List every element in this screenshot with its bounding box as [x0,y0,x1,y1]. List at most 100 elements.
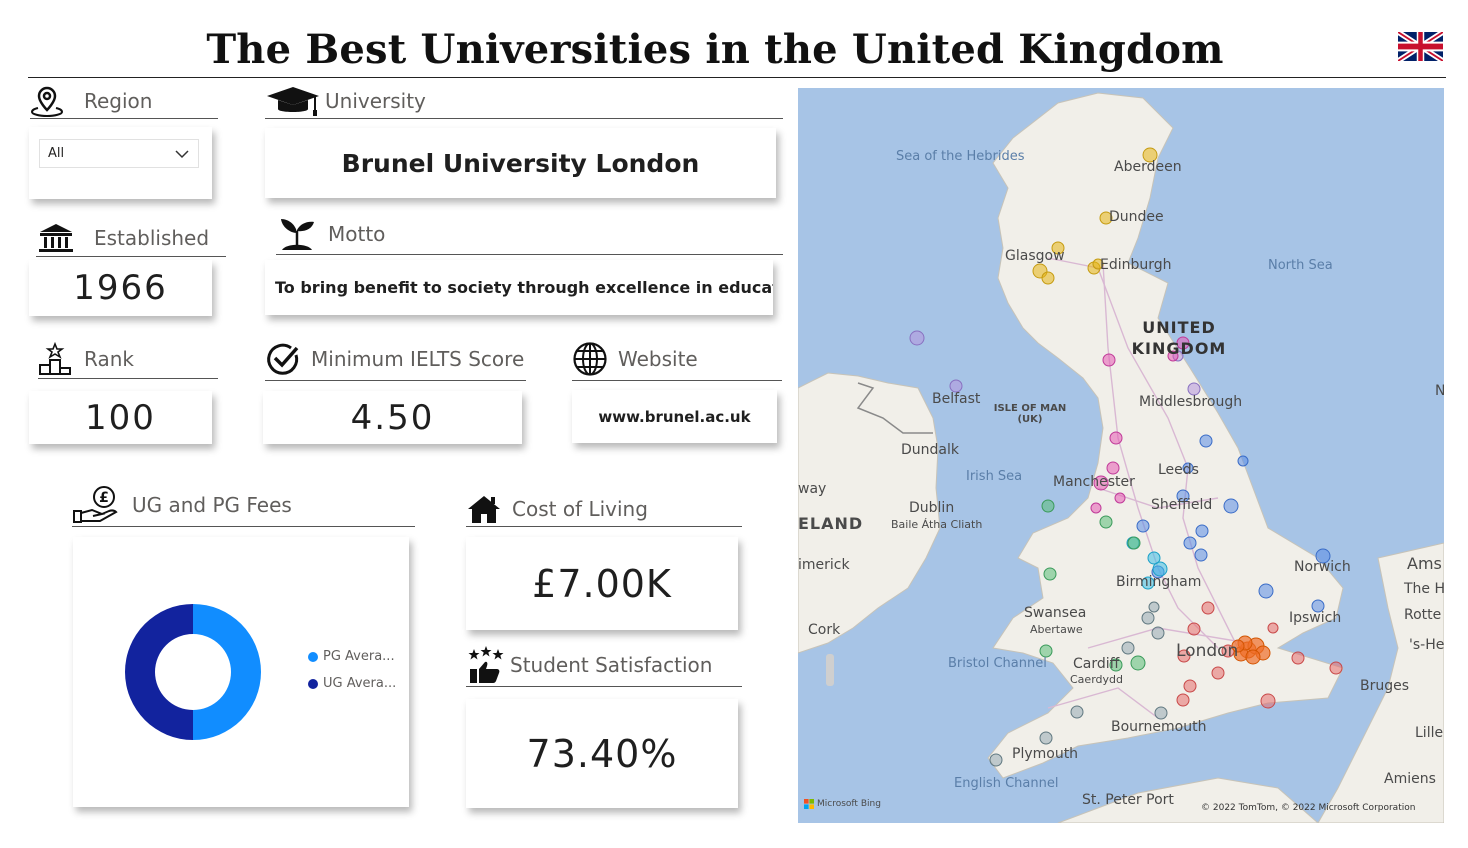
microsoft-logo-icon [804,799,814,809]
legend-dot-pg [308,651,318,662]
ielts-header: Minimum IELTS Score [265,338,526,381]
location-pin-icon [30,86,64,117]
map-label-manchester: Manchester [1053,474,1135,490]
map-label-caerdydd: Caerdydd [1070,673,1123,686]
map-label-aberdeen: Aberdeen [1114,159,1182,175]
map-label-n: N [1435,383,1444,399]
region-label: Region [84,89,153,113]
university-label: University [325,89,426,113]
region-dropdown[interactable]: All [39,139,199,168]
map-label-dublin: Dublin [909,500,955,516]
bing-label: Microsoft Bing [817,799,881,809]
map-label-irish-sea: Irish Sea [966,469,1023,484]
map-label-rotte: Rotte [1404,607,1442,623]
uk-map[interactable]: Sea of the Hebrides Aberdeen Dundee Glas… [798,88,1444,823]
legend-label-ug: UG Avera... [323,676,397,691]
website-header: Website [572,338,782,381]
bing-logo: Microsoft Bing [804,799,881,809]
fees-chart-card: PG Avera... UG Avera... [73,537,409,807]
fees-label: UG and PG Fees [132,493,292,517]
motto-label: Motto [328,222,386,246]
website-label: Website [618,347,698,371]
page-title: The Best Universities in the United King… [206,26,1224,73]
graduation-cap-icon [267,87,319,116]
map-label-belfast: Belfast [932,391,981,407]
donut-slice-pg[interactable] [193,604,261,740]
cost-value: £7.00K [532,561,672,606]
map-label-dundalk: Dundalk [901,442,959,458]
legend-item-ug[interactable]: UG Avera... [308,676,396,691]
title-divider [28,77,1446,78]
map-label-middlesbrough: Middlesbrough [1139,394,1243,410]
map-label-uk: UNITED KINGDOM [1131,318,1227,358]
chevron-down-icon [175,149,189,158]
map-copyright: © 2022 TomTom, © 2022 Microsoft Corporat… [1201,803,1416,813]
cost-label: Cost of Living [512,497,648,521]
university-markers[interactable] [909,147,1343,767]
podium-icon [39,342,71,375]
svg-text:£: £ [99,490,109,506]
map-label-cork: Cork [808,622,841,638]
uk-flag-icon [1398,32,1443,61]
map-label-birmingham: Birmingham [1116,574,1202,590]
university-value: Brunel University London [341,148,700,178]
map-label-sea-hebrides: Sea of the Hebrides [896,149,1025,164]
map-label-ipswich: Ipswich [1289,610,1342,626]
fees-header: £ UG and PG Fees [72,484,415,527]
house-icon [468,496,500,523]
fees-donut-chart [125,604,261,740]
cost-card: £7.00K [466,537,738,630]
established-label: Established [94,226,210,250]
motto-value: To bring benefit to society through exce… [275,278,773,297]
established-header: Established [36,220,226,257]
region-header: Region [30,84,218,119]
legend-dot-ug [308,678,318,689]
map-label-st-peter-port: St. Peter Port [1082,792,1174,808]
checkmark-circle-icon [267,343,299,375]
map-label-swansea: Swansea [1024,605,1087,621]
map-label-she: 's-He [1409,637,1444,653]
map-label-imerick: imerick [798,557,850,573]
university-header: University [265,84,783,119]
map-label-english-channel: English Channel [954,776,1059,791]
motto-card: To bring benefit to society through exce… [265,260,773,315]
map-label-isle-of-man: ISLE OF MAN (UK) [993,403,1067,425]
donut-slice-ug[interactable] [125,604,193,740]
website-card[interactable]: www.brunel.ac.uk [572,390,777,443]
rank-value: 100 [85,397,156,438]
map-basemap [798,92,1444,823]
legend-item-pg[interactable]: PG Avera... [308,649,396,664]
map-label-cardiff: Cardiff [1073,656,1120,672]
map-label-london: London [1176,641,1239,661]
stars-thumbs-up-icon [468,646,504,683]
ielts-value: 4.50 [350,397,435,438]
established-card: 1966 [29,260,212,316]
satisfaction-header: Student Satisfaction [466,644,742,687]
map-label-abertawe: Abertawe [1030,623,1083,636]
satisfaction-card: 73.40% [466,699,738,808]
map-label-bruges: Bruges [1360,678,1410,694]
map-label-dundee: Dundee [1109,209,1164,225]
map-label-eland: ELAND [798,514,864,533]
satisfaction-label: Student Satisfaction [510,653,713,677]
rank-header: Rank [38,340,218,379]
money-hand-icon: £ [73,486,118,523]
map-label-edinburgh: Edinburgh [1100,257,1172,273]
region-dropdown-value: All [48,146,65,161]
map-label-baile: Baile Átha Cliath [891,518,983,531]
institution-building-icon [39,224,73,252]
university-card[interactable]: Brunel University London [265,128,776,198]
map-label-bournemouth: Bournemouth [1111,719,1207,735]
map-label-lille: Lille [1415,725,1444,741]
rank-label: Rank [84,347,134,371]
fees-legend: PG Avera... UG Avera... [308,649,396,691]
map-label-north-sea: North Sea [1268,258,1333,273]
ielts-card: 4.50 [263,391,522,444]
map-label-the-h: The H [1404,581,1444,597]
website-link[interactable]: www.brunel.ac.uk [598,407,751,426]
map-label-way: way [798,481,827,497]
sprout-icon [281,219,314,250]
map-label-sheffield: Sheffield [1151,497,1213,513]
legend-label-pg: PG Avera... [323,649,395,664]
map-label-plymouth: Plymouth [1012,746,1079,762]
